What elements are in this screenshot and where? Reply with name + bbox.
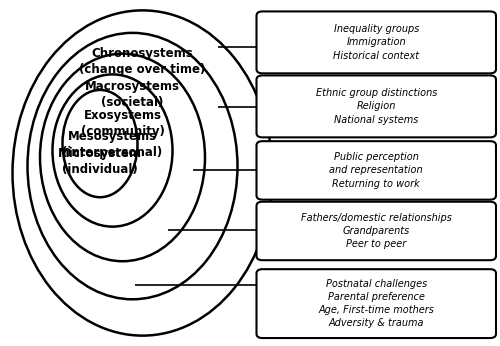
FancyBboxPatch shape <box>256 141 496 200</box>
FancyBboxPatch shape <box>256 202 496 260</box>
Text: Chronosystems
(change over time): Chronosystems (change over time) <box>80 47 206 76</box>
FancyBboxPatch shape <box>256 269 496 338</box>
Ellipse shape <box>52 74 172 227</box>
Text: Exosystems
(community): Exosystems (community) <box>80 109 164 138</box>
Text: Macrosystems
(societal): Macrosystems (societal) <box>85 80 180 109</box>
FancyBboxPatch shape <box>256 75 496 137</box>
Text: Mesosystems
(interpersonal): Mesosystems (interpersonal) <box>62 130 162 159</box>
Text: Ethnic group distinctions
Religion
National systems: Ethnic group distinctions Religion Natio… <box>316 88 437 125</box>
Text: Postnatal challenges
Parental preference
Age, First-time mothers
Adversity & tra: Postnatal challenges Parental preference… <box>318 279 434 328</box>
Ellipse shape <box>12 10 272 336</box>
FancyBboxPatch shape <box>256 11 496 73</box>
Ellipse shape <box>62 90 138 197</box>
Text: Fathers/domestic relationships
Grandparents
Peer to peer: Fathers/domestic relationships Grandpare… <box>301 213 452 249</box>
Ellipse shape <box>28 33 238 299</box>
Ellipse shape <box>40 54 205 261</box>
Text: Inequality groups
Immigration
Historical context: Inequality groups Immigration Historical… <box>333 24 420 61</box>
Text: Public perception
and representation
Returning to work: Public perception and representation Ret… <box>330 152 423 189</box>
Text: Microsystem
(individual): Microsystem (individual) <box>58 147 142 176</box>
